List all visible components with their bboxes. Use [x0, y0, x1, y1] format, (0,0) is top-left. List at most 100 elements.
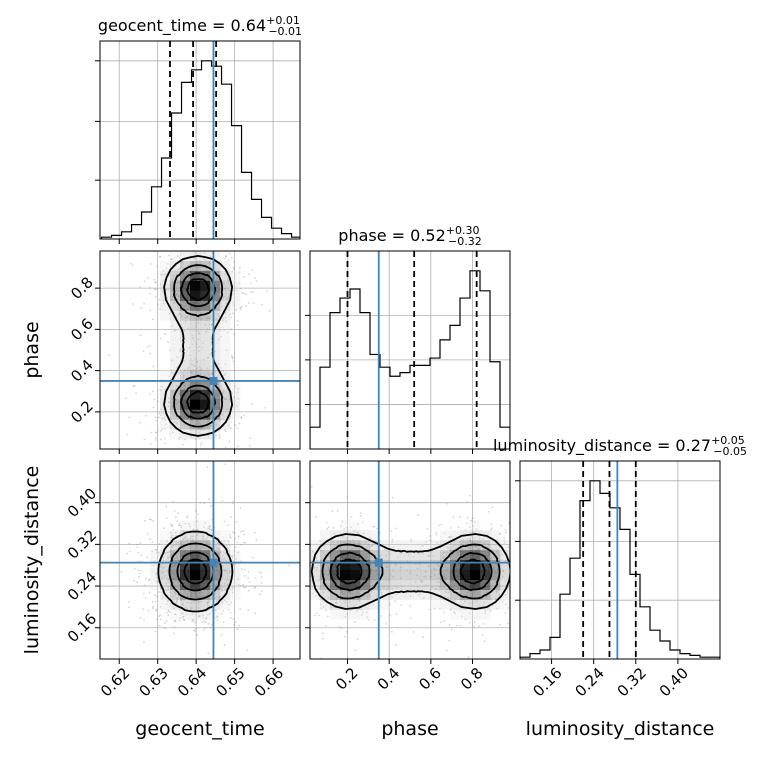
density-cell: [200, 369, 211, 380]
sample-point: [482, 601, 485, 604]
sample-point: [444, 590, 447, 593]
sample-point: [340, 525, 342, 527]
density-cell: [480, 609, 491, 620]
sample-point: [235, 558, 238, 560]
sample-point: [168, 581, 171, 584]
sample-point: [230, 256, 233, 259]
truth-marker: [209, 558, 218, 567]
sample-point: [165, 611, 168, 614]
sample-point: [203, 251, 206, 254]
sample-point: [167, 610, 170, 613]
density-cell: [500, 540, 510, 551]
sample-point: [227, 609, 230, 611]
sample-point: [264, 406, 267, 409]
density-cell: [190, 280, 201, 291]
sample-point: [532, 579, 534, 581]
sample-point: [490, 598, 492, 601]
sample-point: [221, 602, 224, 605]
y-tick-label-phase: 0.2: [67, 397, 97, 427]
sample-point: [232, 623, 235, 626]
y-tick-label-luminosity_distance: 0.32: [64, 526, 100, 562]
sample-point: [225, 410, 228, 412]
density-cell: [360, 589, 371, 600]
sample-point: [349, 609, 352, 612]
sample-point: [156, 581, 159, 584]
sample-point: [161, 596, 164, 599]
sample-point: [182, 604, 184, 606]
sample-point: [504, 580, 507, 583]
sample-point: [248, 445, 251, 448]
density-cell: [200, 609, 211, 620]
density-cell: [220, 550, 231, 561]
sample-point: [159, 337, 162, 340]
sample-point: [159, 283, 162, 286]
sample-point: [358, 599, 361, 602]
sample-point: [155, 419, 158, 422]
sample-point: [229, 536, 232, 539]
density-cell: [200, 300, 211, 311]
contour-level-4: [183, 558, 208, 585]
sample-point: [515, 545, 517, 547]
sample-point: [167, 609, 170, 612]
sample-point: [143, 618, 146, 621]
sample-point: [206, 466, 209, 468]
sample-point: [201, 346, 204, 349]
sample-point: [171, 546, 173, 549]
sample-point: [523, 577, 525, 579]
sample-point: [504, 528, 507, 531]
sample-point: [163, 302, 165, 305]
density-cell: [420, 560, 431, 571]
density-cell: [320, 550, 331, 561]
density-cell: [230, 389, 241, 400]
sample-point: [293, 533, 295, 535]
sample-point: [125, 397, 127, 400]
sample-point: [158, 615, 161, 618]
sample-point: [196, 520, 199, 523]
sample-point: [320, 607, 322, 609]
sample-point: [220, 588, 223, 590]
density-cell: [480, 560, 491, 571]
density-cell: [170, 270, 181, 281]
sample-point: [318, 579, 321, 581]
sample-point: [427, 555, 430, 557]
sample-point: [449, 609, 452, 611]
sample-point: [306, 629, 308, 631]
density-cell: [180, 270, 191, 281]
x-tick-label-phase: 0.2: [332, 664, 362, 694]
sample-point: [148, 578, 151, 581]
sample-point: [209, 525, 212, 528]
sample-point: [563, 514, 565, 516]
sample-point: [221, 589, 224, 592]
density-cell: [400, 569, 411, 581]
sample-point: [221, 555, 224, 557]
sample-point: [250, 290, 253, 293]
sample-point: [188, 522, 190, 525]
density-cell: [440, 560, 451, 571]
sample-point: [225, 349, 228, 351]
sample-point: [432, 555, 435, 557]
sample-point: [484, 612, 487, 615]
density-cell: [170, 320, 181, 331]
sample-point: [149, 352, 152, 355]
sample-point: [149, 292, 151, 295]
density-cell: [460, 569, 471, 581]
sample-point: [315, 569, 318, 572]
sample-point: [248, 273, 250, 276]
density-cell: [410, 550, 421, 561]
sample-point: [168, 312, 170, 315]
sample-point: [211, 373, 213, 375]
sample-point: [181, 602, 184, 605]
sample-point: [158, 624, 161, 627]
sample-point: [316, 580, 319, 583]
density-cell: [170, 280, 181, 291]
sample-point: [156, 429, 159, 432]
sample-point: [190, 606, 193, 609]
density-cell: [390, 550, 401, 561]
sample-point: [224, 257, 226, 260]
density-cell: [180, 359, 191, 371]
sample-point: [466, 516, 469, 519]
sample-point: [160, 565, 163, 568]
sample-point: [167, 242, 169, 244]
sample-point: [202, 233, 204, 235]
